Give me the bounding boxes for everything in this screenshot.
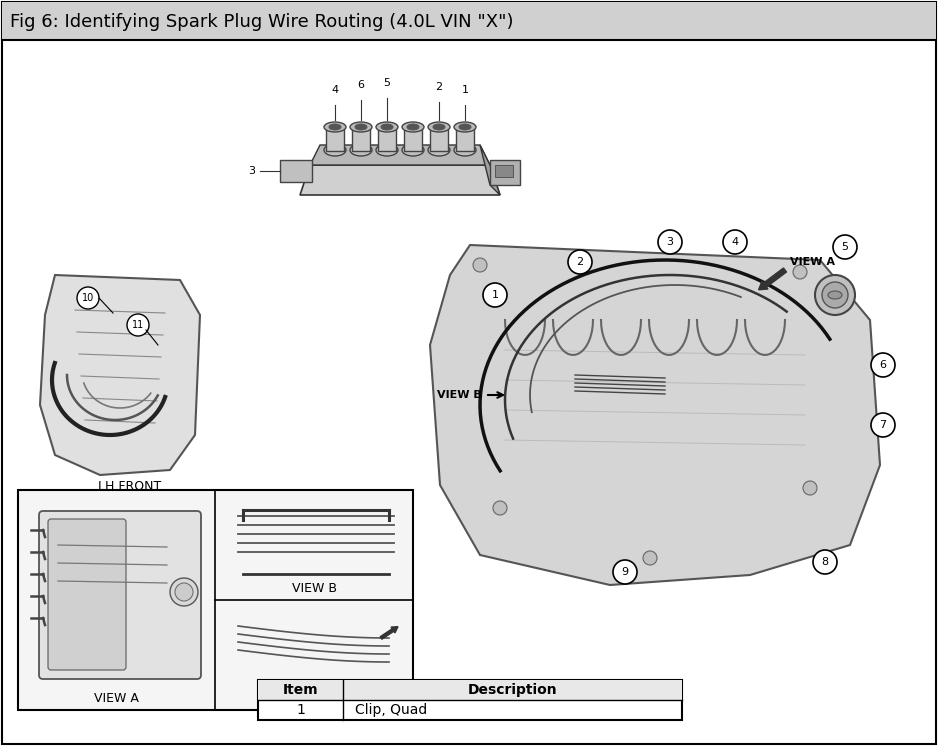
Ellipse shape	[376, 144, 398, 156]
Text: 6: 6	[357, 80, 365, 90]
Ellipse shape	[324, 144, 346, 156]
Ellipse shape	[402, 122, 424, 132]
Bar	[258, 680, 682, 700]
Text: 2: 2	[435, 82, 443, 92]
Text: Description: Description	[468, 683, 557, 697]
Ellipse shape	[350, 122, 372, 132]
Circle shape	[793, 265, 807, 279]
Polygon shape	[430, 245, 880, 585]
Text: 3: 3	[248, 166, 255, 176]
Ellipse shape	[324, 122, 346, 132]
Circle shape	[803, 481, 817, 495]
Bar	[18, 490, 413, 710]
Circle shape	[175, 583, 193, 601]
Ellipse shape	[459, 124, 471, 130]
Ellipse shape	[381, 124, 393, 130]
Ellipse shape	[376, 122, 398, 132]
Text: VIEW C: VIEW C	[292, 692, 337, 704]
Text: 8: 8	[822, 557, 828, 567]
Text: 4: 4	[331, 85, 339, 95]
Text: 1: 1	[296, 703, 305, 717]
Text: 4: 4	[732, 237, 738, 247]
Polygon shape	[480, 145, 500, 195]
Bar	[258, 680, 682, 720]
Bar	[430, 127, 448, 151]
Ellipse shape	[428, 122, 450, 132]
Ellipse shape	[407, 124, 419, 130]
Circle shape	[127, 314, 149, 336]
Circle shape	[822, 282, 848, 308]
Bar	[280, 160, 312, 182]
Circle shape	[871, 413, 895, 437]
Bar	[404, 127, 422, 151]
Ellipse shape	[350, 144, 372, 156]
Text: Item: Item	[282, 683, 318, 697]
Circle shape	[170, 578, 198, 606]
FancyBboxPatch shape	[48, 519, 126, 670]
Polygon shape	[40, 275, 200, 475]
Circle shape	[568, 250, 592, 274]
Ellipse shape	[454, 122, 476, 132]
Text: VIEW A: VIEW A	[790, 257, 835, 267]
Circle shape	[613, 560, 637, 584]
Circle shape	[815, 275, 855, 315]
Text: Fig 6: Identifying Spark Plug Wire Routing (4.0L VIN "X"): Fig 6: Identifying Spark Plug Wire Routi…	[10, 13, 513, 31]
Ellipse shape	[454, 144, 476, 156]
Circle shape	[813, 550, 837, 574]
Bar	[2, 2, 936, 40]
FancyArrow shape	[759, 268, 786, 289]
Circle shape	[658, 230, 682, 254]
Text: 6: 6	[880, 360, 886, 370]
Ellipse shape	[428, 144, 450, 156]
Circle shape	[643, 551, 657, 565]
Circle shape	[871, 353, 895, 377]
Text: 5: 5	[384, 78, 390, 88]
Bar	[490, 160, 520, 185]
Text: 11: 11	[132, 320, 144, 330]
Circle shape	[483, 283, 507, 307]
Text: Clip, Quad: Clip, Quad	[355, 703, 427, 717]
Ellipse shape	[433, 124, 445, 130]
Bar	[456, 127, 474, 151]
Text: 7: 7	[880, 420, 886, 430]
Circle shape	[77, 287, 99, 309]
Circle shape	[473, 258, 487, 272]
Ellipse shape	[329, 124, 341, 130]
Text: 3: 3	[667, 237, 673, 247]
Text: VIEW A: VIEW A	[94, 692, 139, 704]
Bar	[326, 127, 344, 151]
Text: 1: 1	[492, 290, 498, 300]
Circle shape	[493, 501, 507, 515]
Ellipse shape	[828, 291, 842, 299]
Polygon shape	[300, 165, 500, 195]
FancyBboxPatch shape	[39, 511, 201, 679]
Ellipse shape	[355, 124, 367, 130]
FancyArrow shape	[380, 627, 398, 639]
Ellipse shape	[402, 144, 424, 156]
Text: VIEW B: VIEW B	[437, 390, 482, 400]
Text: LH FRONT: LH FRONT	[98, 480, 161, 493]
Text: 9: 9	[622, 567, 628, 577]
Bar	[378, 127, 396, 151]
Bar	[352, 127, 370, 151]
Circle shape	[833, 235, 857, 259]
Text: 10: 10	[82, 293, 94, 303]
Text: 1: 1	[461, 85, 468, 95]
Polygon shape	[310, 145, 490, 165]
Text: 5: 5	[841, 242, 849, 252]
Text: 2: 2	[577, 257, 583, 267]
Circle shape	[723, 230, 747, 254]
Bar	[495, 165, 513, 177]
Text: VIEW B: VIEW B	[292, 581, 337, 595]
